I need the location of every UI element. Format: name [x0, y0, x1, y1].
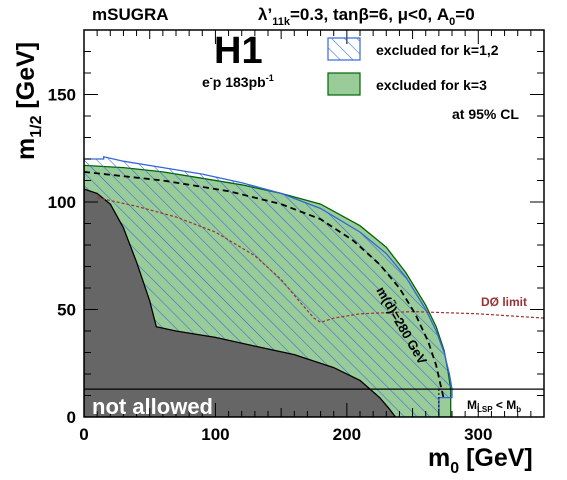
y-axis-title-unit: [GeV]: [12, 42, 40, 116]
legend-label-k12: excluded for k=1,2: [376, 42, 499, 58]
axis-ticks: [83, 29, 545, 418]
lsp-label: MLSP < Mb: [467, 398, 521, 414]
x-tick-labels: 0 100 200 300: [79, 425, 492, 444]
lumi-pre: e: [202, 74, 210, 90]
header-right: λ’11k=0.3, tanβ=6, μ<0, A0=0: [258, 5, 475, 28]
y-tick-labels: 0 50 100 150: [48, 86, 76, 428]
lumi-sup2: -1: [266, 73, 274, 83]
y-tick-label: 50: [57, 301, 76, 320]
lsp-main: M: [467, 398, 477, 412]
header-lambda-sub: 11k: [272, 16, 291, 28]
y-axis-title: m1/2 [GeV]: [12, 42, 45, 160]
x-tick-label: 200: [333, 425, 361, 444]
y-tick-label: 100: [48, 193, 76, 212]
lsp-sub1: LSP: [477, 405, 493, 414]
legend-label-k3: excluded for k=3: [376, 77, 487, 93]
experiment-label: H1: [214, 30, 263, 72]
not-allowed-label: not allowed: [92, 394, 213, 419]
line-dzero-limit: [96, 197, 544, 324]
y-axis-title-sub: 1/2: [28, 115, 45, 137]
header-a0-sub: 0: [449, 16, 455, 28]
x-axis-title-main: m: [428, 444, 450, 472]
luminosity-label: e-p 183pb-1: [202, 73, 274, 90]
header-lambda: λ’: [258, 5, 272, 24]
lumi-sup: -: [210, 73, 213, 83]
lsp-mid: < M: [493, 398, 517, 412]
dzero-label: DØ limit: [481, 295, 527, 309]
y-axis-title-main: m: [12, 138, 40, 160]
header-rest-2: =0: [455, 5, 474, 24]
legend-swatch-k12: [327, 37, 361, 61]
x-axis-title: m0 [GeV]: [428, 444, 533, 477]
legend: excluded for k=1,2 excluded for k=3 at 9…: [327, 37, 519, 122]
x-tick-label: 300: [464, 425, 492, 444]
x-axis-title-sub: 0: [450, 460, 459, 477]
area-not-allowed: [84, 188, 397, 417]
y-tick-label: 150: [48, 86, 76, 105]
x-axis-title-unit: [GeV]: [459, 444, 533, 472]
y-tick-label: 0: [67, 408, 76, 427]
lumi-post: p 183pb: [213, 74, 266, 90]
legend-swatch-k3: [327, 72, 361, 96]
lsp-sub2: b: [516, 405, 521, 414]
header-left: mSUGRA: [92, 5, 169, 24]
x-tick-label: 0: [79, 425, 88, 444]
header-rest-1: =0.3, tanβ=6, μ<0, A: [290, 5, 449, 24]
line-squark-contour: [84, 171, 445, 401]
x-tick-label: 100: [201, 425, 229, 444]
legend-cl-note: at 95% CL: [452, 106, 519, 122]
